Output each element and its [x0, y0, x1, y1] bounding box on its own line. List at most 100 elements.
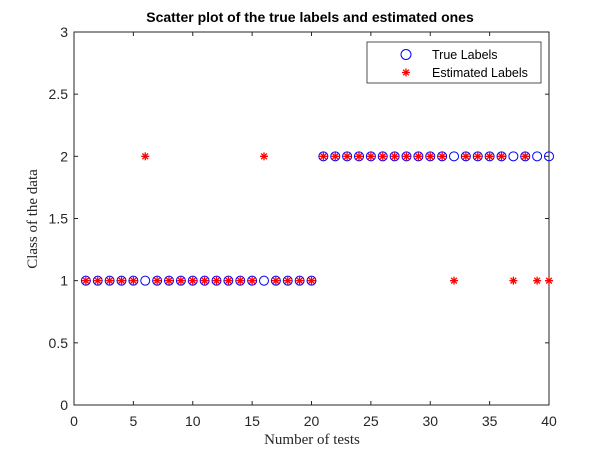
estimated-label-point — [176, 276, 185, 285]
x-tick-label: 0 — [70, 413, 78, 429]
y-tick-label: 1.5 — [49, 211, 69, 227]
estimated-label-point — [319, 152, 328, 161]
true-label-point — [354, 151, 364, 162]
x-tick-label: 40 — [541, 413, 557, 429]
ticks — [73, 31, 550, 406]
y-tick-label: 0.5 — [49, 335, 69, 351]
x-tick-label: 30 — [422, 413, 438, 429]
true-label-point — [318, 151, 329, 162]
true-label-point — [401, 151, 412, 162]
true-label-point — [223, 275, 234, 286]
true-label-point — [389, 151, 400, 162]
data-markers — [80, 151, 554, 286]
estimated-label-point — [81, 276, 90, 285]
estimated-label-point — [390, 152, 399, 161]
estimated-label-point — [402, 152, 411, 161]
true-label-point — [532, 151, 543, 162]
legend-box — [366, 41, 542, 84]
estimated-label-point — [283, 276, 292, 285]
estimated-label-point — [93, 276, 102, 285]
estimated-label-point — [200, 276, 209, 285]
true-label-point — [508, 151, 519, 162]
estimated-label-point — [461, 152, 470, 161]
estimated-label-point — [343, 152, 352, 161]
estimated-label-point — [271, 276, 280, 285]
legend-label-estimated-labels: Estimated Labels — [432, 66, 528, 80]
true-label-point — [128, 275, 139, 286]
estimated-label-point — [450, 276, 458, 285]
true-label-point — [116, 275, 127, 286]
legend: True Labels Estimated Labels — [366, 41, 542, 84]
true-label-point — [152, 275, 163, 286]
y-axis-label: Class of the data — [25, 169, 41, 269]
estimated-label-point — [509, 276, 518, 285]
true-label-point — [365, 151, 376, 162]
true-label-point — [377, 151, 388, 162]
true-label-point — [259, 275, 269, 286]
estimated-label-point — [129, 276, 138, 285]
chart-title: Scatter plot of the true labels and esti… — [146, 9, 474, 25]
legend-asterisk-glyph — [402, 68, 410, 77]
x-tick-label: 10 — [185, 413, 201, 429]
estimated-label-point — [260, 152, 268, 161]
estimated-label-point — [533, 276, 542, 285]
estimated-label-point — [355, 152, 363, 161]
y-tick-label: 3 — [60, 24, 68, 40]
estimated-label-point — [426, 152, 435, 161]
true-label-point — [247, 275, 258, 286]
true-label-point — [437, 151, 448, 162]
true-label-point — [330, 151, 341, 162]
estimated-label-point — [331, 152, 340, 161]
true-label-point — [211, 275, 222, 286]
true-label-point — [472, 151, 483, 162]
x-tick-label: 25 — [363, 413, 379, 429]
tick-labels: 0 5 10 15 20 25 30 35 40 0 0.5 1 1.5 2 2.5 3 — [49, 24, 557, 429]
true-label-point — [413, 151, 424, 162]
estimated-label-point — [153, 276, 162, 285]
y-tick-label: 1 — [60, 273, 68, 289]
estimated-label-point — [224, 276, 233, 285]
true-label-point — [80, 275, 91, 286]
true-label-point — [294, 275, 305, 286]
true-label-point — [306, 275, 317, 286]
estimated-label-point — [485, 152, 494, 161]
true-label-point — [235, 275, 246, 286]
axes-box — [73, 31, 550, 406]
y-tick-label: 2 — [60, 148, 68, 164]
estimated-label-point — [295, 276, 304, 285]
x-axis-label: Number of tests — [264, 432, 360, 448]
x-tick-label: 15 — [244, 413, 260, 429]
estimated-label-point — [521, 152, 530, 161]
true-label-point — [270, 275, 281, 286]
legend-circle-marker-icon — [400, 49, 412, 60]
y-tick-label: 2.5 — [49, 86, 69, 102]
estimated-label-point — [497, 152, 506, 161]
estimated-label-point — [188, 276, 197, 285]
true-label-point — [164, 275, 174, 286]
estimated-label-point — [414, 152, 423, 161]
true-label-point — [496, 151, 507, 162]
true-label-point — [140, 275, 151, 286]
legend-label-true-labels: True Labels — [432, 48, 498, 62]
true-label-point — [520, 151, 531, 162]
estimated-label-point — [248, 276, 257, 285]
true-label-point — [92, 275, 103, 286]
estimated-label-point — [117, 276, 126, 285]
estimated-label-point — [307, 276, 316, 285]
true-label-point — [484, 151, 495, 162]
true-label-point — [104, 275, 115, 286]
true-label-point — [175, 275, 186, 286]
estimated-label-point — [165, 276, 173, 285]
true-label-point — [342, 151, 353, 162]
estimated-label-point — [141, 152, 150, 161]
x-tick-label: 20 — [304, 413, 320, 429]
plot-area — [73, 31, 550, 406]
estimated-label-point — [378, 152, 387, 161]
estimated-label-point — [105, 276, 114, 285]
true-label-point — [449, 151, 459, 162]
true-label-point — [199, 275, 210, 286]
estimated-label-point — [473, 152, 482, 161]
estimated-label-point — [545, 276, 553, 285]
y-tick-label: 0 — [60, 397, 68, 413]
